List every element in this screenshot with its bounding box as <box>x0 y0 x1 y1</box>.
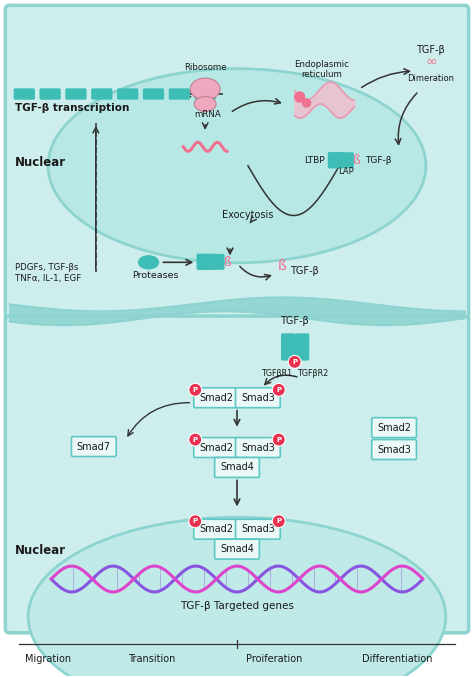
FancyBboxPatch shape <box>169 89 189 99</box>
Text: Proiferation: Proiferation <box>246 654 302 663</box>
Ellipse shape <box>28 517 446 677</box>
FancyBboxPatch shape <box>194 437 238 458</box>
Text: Nuclear: Nuclear <box>15 156 66 169</box>
Text: TGFβR2: TGFβR2 <box>297 369 328 378</box>
FancyBboxPatch shape <box>372 418 417 437</box>
Text: Smad2: Smad2 <box>199 443 233 452</box>
Text: PDGFs, TGF-βs: PDGFs, TGF-βs <box>15 263 79 272</box>
FancyBboxPatch shape <box>296 334 309 360</box>
FancyBboxPatch shape <box>236 437 280 458</box>
Circle shape <box>272 433 285 446</box>
FancyBboxPatch shape <box>92 89 112 99</box>
Text: Smad2: Smad2 <box>377 422 411 433</box>
Circle shape <box>189 433 202 446</box>
FancyBboxPatch shape <box>372 439 417 460</box>
Text: LTBP: LTBP <box>304 156 325 165</box>
Text: P: P <box>276 437 281 443</box>
Text: Smad2: Smad2 <box>199 393 233 403</box>
Text: TGF-β: TGF-β <box>280 316 309 326</box>
Text: Ribosome: Ribosome <box>184 63 227 72</box>
Text: Smad3: Smad3 <box>377 445 411 454</box>
Text: Differentiation: Differentiation <box>362 654 432 663</box>
Text: TGF-β: TGF-β <box>290 266 319 276</box>
FancyBboxPatch shape <box>40 89 60 99</box>
FancyBboxPatch shape <box>215 458 259 477</box>
Text: ß: ß <box>278 259 286 274</box>
Text: TGF-β: TGF-β <box>417 45 445 56</box>
FancyBboxPatch shape <box>197 255 214 269</box>
FancyBboxPatch shape <box>282 334 295 360</box>
Circle shape <box>189 515 202 527</box>
Circle shape <box>189 383 202 396</box>
FancyBboxPatch shape <box>118 89 137 99</box>
Circle shape <box>272 383 285 396</box>
Text: Smad3: Smad3 <box>241 443 275 452</box>
FancyBboxPatch shape <box>5 316 469 633</box>
Text: TGF-β Targeted genes: TGF-β Targeted genes <box>180 601 294 611</box>
Text: ß: ß <box>353 154 361 167</box>
Text: ∞: ∞ <box>425 55 437 69</box>
Text: LAP: LAP <box>338 167 354 175</box>
Text: Smad4: Smad4 <box>220 544 254 554</box>
Ellipse shape <box>138 256 158 269</box>
FancyBboxPatch shape <box>213 255 224 269</box>
FancyBboxPatch shape <box>236 388 280 408</box>
Text: P: P <box>193 437 198 443</box>
Text: Migration: Migration <box>25 654 71 663</box>
Text: Dimeration: Dimeration <box>407 74 455 83</box>
Text: Transition: Transition <box>128 654 175 663</box>
Circle shape <box>288 355 301 368</box>
FancyBboxPatch shape <box>236 519 280 539</box>
Text: TGF-β: TGF-β <box>365 156 392 165</box>
FancyBboxPatch shape <box>343 153 353 167</box>
Text: TNFα, IL-1, EGF: TNFα, IL-1, EGF <box>15 274 82 283</box>
Ellipse shape <box>190 78 220 100</box>
FancyBboxPatch shape <box>194 388 238 408</box>
Ellipse shape <box>194 97 216 112</box>
FancyBboxPatch shape <box>328 153 343 168</box>
Text: Smad2: Smad2 <box>199 524 233 534</box>
Text: Exocytosis: Exocytosis <box>222 211 273 221</box>
Circle shape <box>295 92 305 102</box>
Ellipse shape <box>48 68 426 263</box>
Text: P: P <box>292 359 297 365</box>
FancyBboxPatch shape <box>66 89 86 99</box>
Text: Nuclear: Nuclear <box>15 544 66 557</box>
Text: TGF-β transcription: TGF-β transcription <box>15 103 130 113</box>
Text: reticulum: reticulum <box>301 70 342 79</box>
Text: ß: ß <box>224 257 232 269</box>
Text: Smad3: Smad3 <box>241 524 275 534</box>
FancyBboxPatch shape <box>72 437 116 456</box>
Text: P: P <box>193 387 198 393</box>
Text: TGFβR1: TGFβR1 <box>261 369 292 378</box>
FancyBboxPatch shape <box>195 89 215 99</box>
Text: P: P <box>276 387 281 393</box>
FancyBboxPatch shape <box>144 89 164 99</box>
Text: Smad4: Smad4 <box>220 462 254 473</box>
Circle shape <box>272 515 285 527</box>
FancyBboxPatch shape <box>5 5 469 322</box>
FancyBboxPatch shape <box>194 519 238 539</box>
Text: P: P <box>193 519 198 524</box>
Text: P: P <box>276 519 281 524</box>
Text: Smad3: Smad3 <box>241 393 275 403</box>
Text: Proteases: Proteases <box>132 271 179 280</box>
Text: Smad7: Smad7 <box>77 441 111 452</box>
Text: mRNA: mRNA <box>194 110 220 119</box>
Text: Endoplasmic: Endoplasmic <box>294 60 349 69</box>
Circle shape <box>302 99 310 107</box>
FancyBboxPatch shape <box>215 539 259 559</box>
FancyBboxPatch shape <box>14 89 34 99</box>
